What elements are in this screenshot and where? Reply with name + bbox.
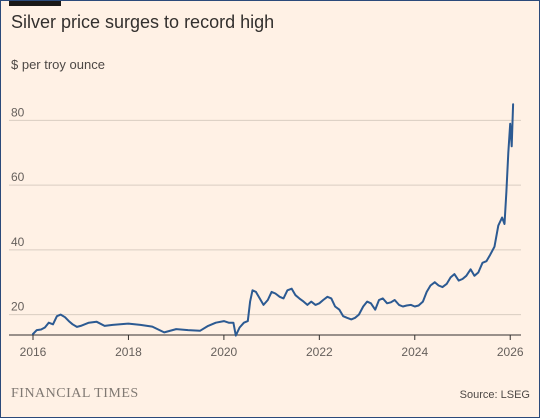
y-axis-ticks: 20 40 60 80 [11,105,25,313]
gridlines [9,119,521,316]
x-tick-label: 2018 [115,345,142,359]
x-tick-label: 2016 [20,345,47,359]
source-note: Source: LSEG [459,389,530,401]
y-tick-label: 80 [11,105,25,119]
y-tick-label: 40 [11,235,25,249]
x-tick-label: 2024 [401,345,428,359]
ft-brand-logo: FINANCIAL TIMES [11,386,139,401]
y-tick-label: 20 [11,300,25,314]
x-tick-label: 2022 [306,345,333,359]
y-tick-label: 60 [11,170,25,184]
series-layer [32,103,515,337]
ft-accent-bar [9,1,61,6]
x-tick-label: 2026 [497,345,524,359]
chart-title: Silver price surges to record high [11,12,275,32]
series-line-silver-price [32,103,515,337]
x-tick-label: 2020 [211,345,238,359]
x-axis: 2016 2018 2020 2022 2024 2026 [9,334,524,359]
chart-subtitle: $ per troy ounce [11,57,105,72]
